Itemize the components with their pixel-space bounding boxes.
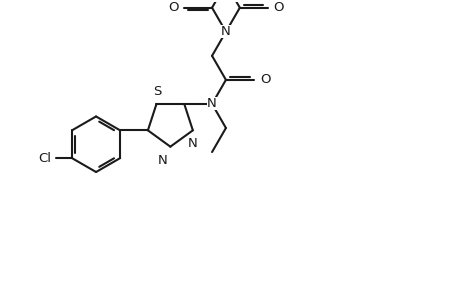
Text: O: O bbox=[168, 1, 178, 14]
Text: N: N bbox=[188, 137, 197, 150]
Text: S: S bbox=[153, 85, 161, 98]
Text: N: N bbox=[221, 25, 230, 38]
Text: N: N bbox=[157, 154, 167, 166]
Text: O: O bbox=[273, 1, 284, 14]
Text: N: N bbox=[207, 98, 217, 110]
Text: O: O bbox=[260, 74, 270, 86]
Text: Cl: Cl bbox=[38, 152, 51, 165]
